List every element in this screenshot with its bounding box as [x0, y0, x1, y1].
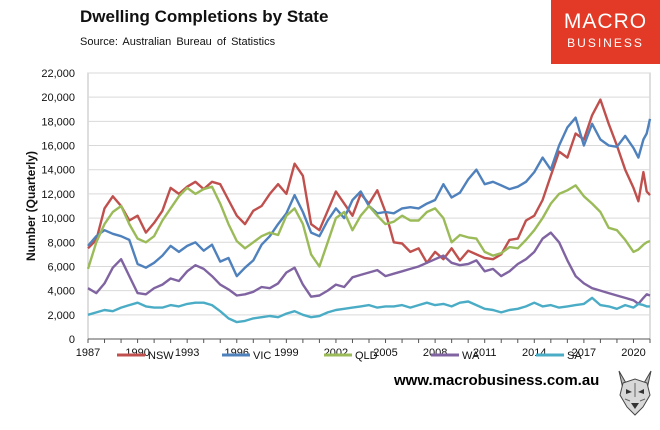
- x-tick-label: 1993: [175, 347, 199, 359]
- series-line-nsw: [87, 98, 651, 264]
- x-tick-label: 1999: [274, 347, 298, 359]
- x-tick-label: 2017: [572, 347, 596, 359]
- legend-label-nsw: NSW: [148, 350, 174, 362]
- x-tick-label: 1996: [225, 347, 249, 359]
- y-tick-label: 6,000: [47, 261, 75, 273]
- legend-label-sa: SA: [567, 350, 582, 362]
- wolf-logo-icon: [618, 370, 652, 416]
- series-line-sa: [87, 296, 650, 324]
- x-tick-label: 2020: [621, 347, 645, 359]
- chart-source: Source: Australian Bureau of Statistics: [80, 36, 276, 48]
- x-tick-label: 2014: [522, 347, 546, 359]
- chart-title: Dwelling Completions by State: [80, 7, 329, 26]
- y-tick-label: 16,000: [41, 141, 75, 153]
- series-line-qld: [86, 184, 651, 270]
- x-tick-label: 1990: [125, 347, 149, 359]
- y-tick-label: 10,000: [41, 213, 75, 225]
- y-tick-label: 0: [69, 334, 75, 346]
- y-tick-label: 22,000: [41, 68, 75, 80]
- y-tick-label: 18,000: [41, 116, 75, 128]
- y-axis-title: Number (Quarterly): [24, 151, 38, 261]
- x-tick-label: 1987: [76, 347, 100, 359]
- x-tick-label: 2005: [373, 347, 397, 359]
- x-tick-label: 2011: [473, 347, 497, 359]
- site-url: www.macrobusiness.com.au: [394, 372, 600, 389]
- brand-logo-line1: MACRO: [563, 10, 648, 33]
- brand-logo: MACRO BUSINESS: [551, 0, 660, 64]
- legend-label-vic: VIC: [253, 350, 271, 362]
- y-tick-label: 8,000: [47, 237, 75, 249]
- brand-logo-line2: BUSINESS: [567, 36, 644, 50]
- y-tick-label: 2,000: [47, 310, 75, 322]
- x-tick-label: 2002: [324, 347, 348, 359]
- series-line-vic: [87, 116, 652, 278]
- legend-label-wa: WA: [462, 350, 480, 362]
- y-tick-label: 4,000: [47, 286, 75, 298]
- legend-label-qld: QLD: [355, 350, 378, 362]
- y-tick-label: 20,000: [41, 92, 75, 104]
- y-tick-label: 14,000: [41, 165, 75, 177]
- series-line-wa: [87, 231, 651, 306]
- y-tick-label: 12,000: [41, 189, 75, 201]
- x-tick-label: 2008: [423, 347, 447, 359]
